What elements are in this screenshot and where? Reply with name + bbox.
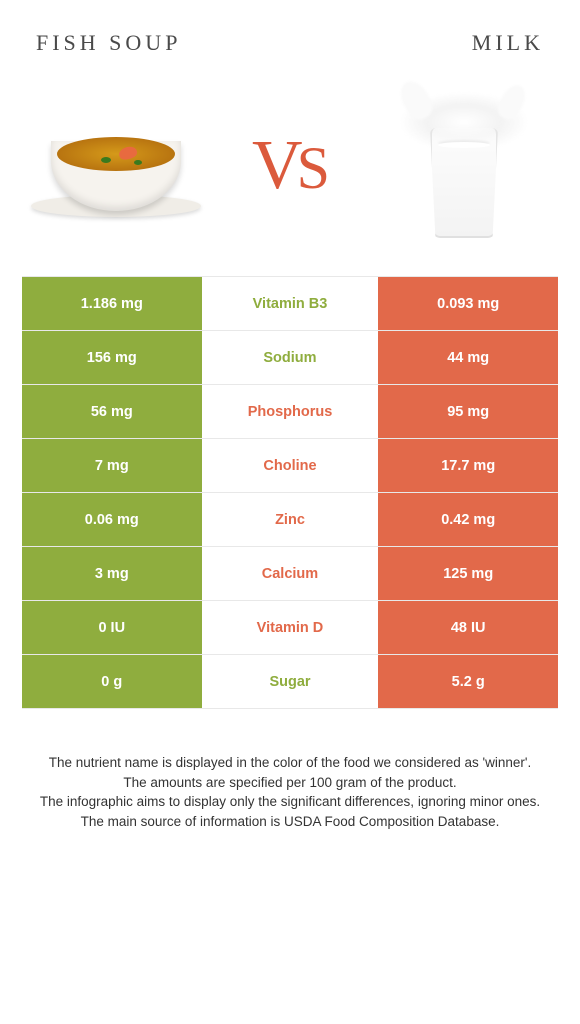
right-value-cell: 0.42 mg	[378, 493, 558, 546]
left-value-cell: 0.06 mg	[22, 493, 202, 546]
left-value-cell: 3 mg	[22, 547, 202, 600]
table-row: 56 mgPhosphorus95 mg	[22, 385, 558, 439]
milk-illustration	[394, 86, 534, 246]
vs-label: VS	[252, 126, 328, 206]
nutrient-label-cell: Zinc	[202, 493, 379, 546]
nutrient-label-cell: Calcium	[202, 547, 379, 600]
left-food-image	[26, 86, 206, 246]
right-value-cell: 95 mg	[378, 385, 558, 438]
nutrient-label-cell: Vitamin B3	[202, 277, 379, 330]
table-row: 0.06 mgZinc0.42 mg	[22, 493, 558, 547]
right-food-title: Milk	[341, 30, 544, 56]
nutrient-label-cell: Phosphorus	[202, 385, 379, 438]
table-row: 3 mgCalcium125 mg	[22, 547, 558, 601]
vs-s: S	[297, 134, 328, 203]
footnote-line: The infographic aims to display only the…	[26, 792, 554, 812]
table-row: 7 mgCholine17.7 mg	[22, 439, 558, 493]
left-food-title: Fish soup	[36, 30, 239, 56]
right-value-cell: 44 mg	[378, 331, 558, 384]
comparison-header: Fish soup Milk	[16, 20, 564, 86]
nutrient-label-cell: Sugar	[202, 655, 379, 708]
nutrition-table: 1.186 mgVitamin B30.093 mg156 mgSodium44…	[22, 276, 558, 709]
footnote-line: The main source of information is USDA F…	[26, 812, 554, 832]
right-value-cell: 17.7 mg	[378, 439, 558, 492]
left-value-cell: 1.186 mg	[22, 277, 202, 330]
right-food-image	[374, 86, 554, 246]
nutrient-label-cell: Vitamin D	[202, 601, 379, 654]
left-value-cell: 0 IU	[22, 601, 202, 654]
footnotes: The nutrient name is displayed in the co…	[16, 753, 564, 831]
vs-row: VS	[16, 86, 564, 276]
right-value-cell: 0.093 mg	[378, 277, 558, 330]
fish-soup-illustration	[41, 111, 191, 221]
nutrient-label-cell: Sodium	[202, 331, 379, 384]
footnote-line: The nutrient name is displayed in the co…	[26, 753, 554, 773]
left-value-cell: 56 mg	[22, 385, 202, 438]
right-value-cell: 5.2 g	[378, 655, 558, 708]
left-value-cell: 7 mg	[22, 439, 202, 492]
nutrient-label-cell: Choline	[202, 439, 379, 492]
right-value-cell: 48 IU	[378, 601, 558, 654]
left-value-cell: 156 mg	[22, 331, 202, 384]
table-row: 156 mgSodium44 mg	[22, 331, 558, 385]
table-row: 0 IUVitamin D48 IU	[22, 601, 558, 655]
vs-v: V	[252, 126, 301, 206]
left-value-cell: 0 g	[22, 655, 202, 708]
table-row: 1.186 mgVitamin B30.093 mg	[22, 277, 558, 331]
right-value-cell: 125 mg	[378, 547, 558, 600]
table-row: 0 gSugar5.2 g	[22, 655, 558, 709]
footnote-line: The amounts are specified per 100 gram o…	[26, 773, 554, 793]
